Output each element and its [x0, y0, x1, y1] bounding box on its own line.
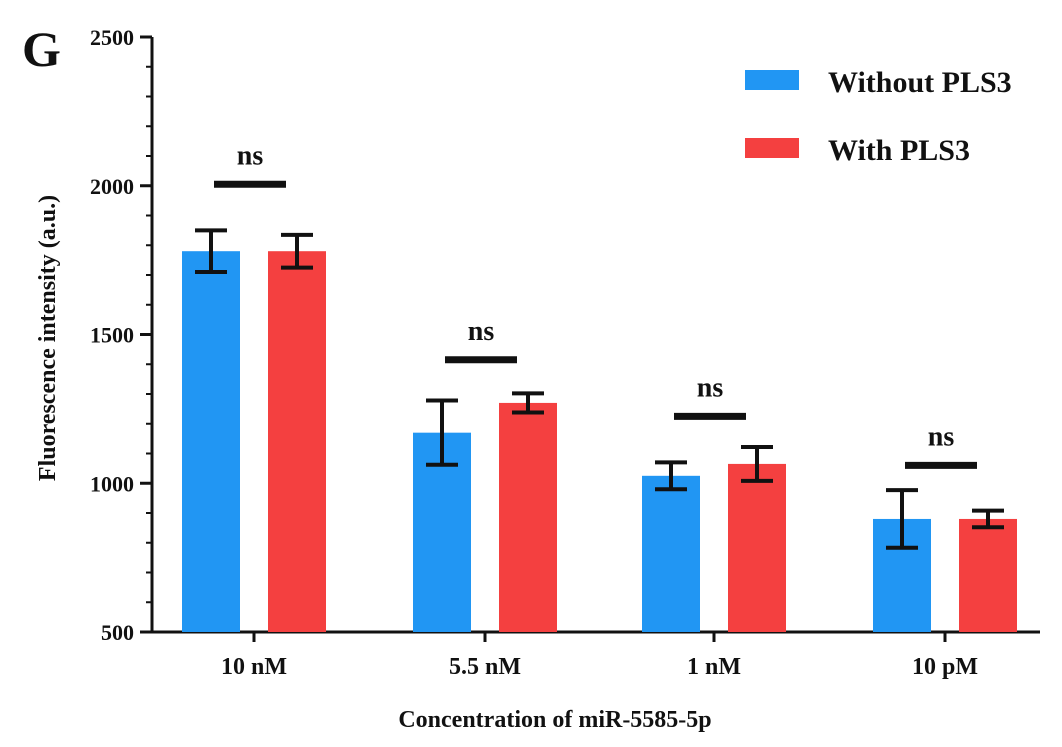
bars — [182, 251, 1017, 632]
x-axis-label: Concentration of miR-5585-5p — [398, 707, 711, 733]
bar-without-pls3 — [642, 475, 700, 632]
legend-label-without-pls3: Without PLS3 — [828, 66, 1012, 99]
significance-label: ns — [237, 140, 264, 171]
bar-with-pls3 — [268, 251, 326, 632]
bar-with-pls3 — [499, 402, 557, 632]
error-bars — [195, 228, 1004, 550]
legend-label-with-pls3: With PLS3 — [828, 134, 970, 167]
significance-label: ns — [928, 421, 955, 452]
significance-annotations: ns ns ns ns — [214, 140, 977, 469]
y-tick-label: 2000 — [90, 174, 134, 199]
y-tick-label: 1500 — [90, 323, 134, 348]
y-tick-label: 500 — [101, 620, 134, 645]
legend-swatch-without-pls3 — [745, 70, 799, 90]
bar-without-pls3 — [182, 251, 240, 632]
x-tick-label: 1 nM — [687, 654, 741, 680]
x-tick-label: 10 pM — [912, 654, 978, 680]
legend: Without PLS3 With PLS3 — [745, 66, 1012, 167]
panel-label: G — [22, 21, 61, 77]
x-tick-label: 5.5 nM — [449, 654, 521, 680]
bar-with-pls3 — [959, 518, 1017, 632]
significance-label: ns — [697, 372, 724, 403]
y-axis-label: Fluorescence intensity (a.u.) — [35, 195, 61, 481]
significance-label: ns — [468, 316, 495, 347]
bar-with-pls3 — [728, 463, 786, 632]
x-tick-label: 10 nM — [221, 654, 287, 680]
y-tick-label: 1000 — [90, 471, 134, 496]
y-tick-label: 2500 — [90, 25, 134, 50]
legend-swatch-with-pls3 — [745, 138, 799, 158]
